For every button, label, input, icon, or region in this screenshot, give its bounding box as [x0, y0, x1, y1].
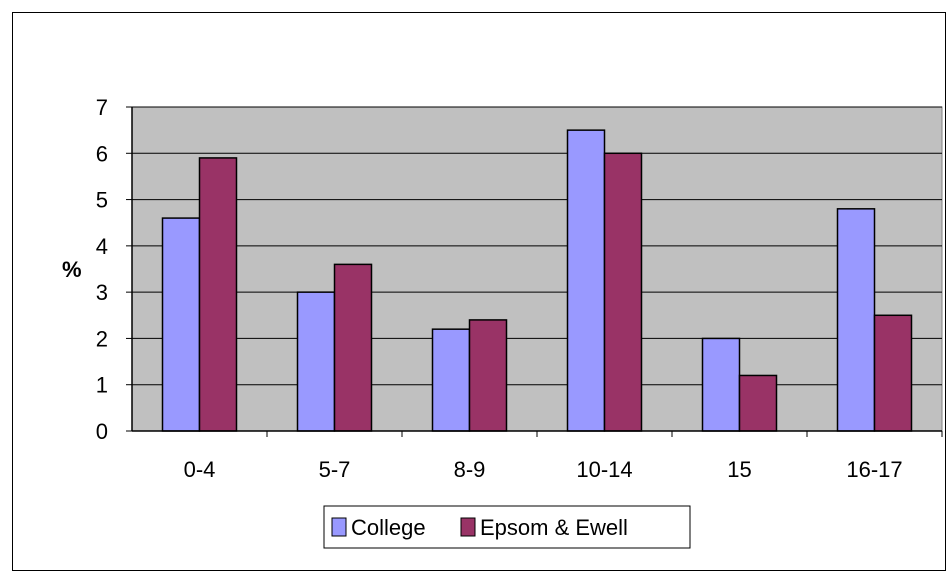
- plot-area: [131, 106, 943, 432]
- bar-college-16-17: [836, 208, 876, 432]
- y-tick-label: 7: [96, 95, 108, 120]
- legend-swatch-college: [331, 517, 347, 537]
- y-tick-labels: 0 1 2 3 4 5 6 7: [96, 95, 108, 444]
- gridlines: [132, 106, 942, 386]
- y-tick-label: 0: [96, 419, 108, 444]
- bar-college-10-14: [566, 129, 606, 432]
- bar-epsom-ewell-5-7: [333, 263, 373, 432]
- legend-swatch-epsom-ewell: [460, 517, 476, 537]
- y-tick-label: 4: [96, 234, 108, 259]
- y-tick-label: 6: [96, 141, 108, 166]
- legend-label-epsom-ewell: Epsom & Ewell: [480, 515, 628, 540]
- bar-college-8-9: [431, 328, 471, 432]
- bar-epsom-ewell-16-17: [873, 314, 913, 432]
- bar-college-5-7: [296, 291, 336, 432]
- bar-epsom-ewell-8-9: [468, 319, 508, 432]
- legend-label-college: College: [351, 515, 426, 540]
- x-tick-label: 8-9: [454, 457, 486, 482]
- y-tick-label: 2: [96, 326, 108, 351]
- x-tick-label: 5-7: [319, 457, 351, 482]
- x-tick-labels: 0-4 5-7 8-9 10-14 15 16-17: [184, 457, 903, 482]
- bar-epsom-ewell-15: [738, 374, 778, 432]
- y-axis-label: %: [62, 257, 82, 282]
- legend: College Epsom & Ewell: [323, 505, 691, 549]
- y-tick-label: 1: [96, 373, 108, 398]
- x-tick-label: 0-4: [184, 457, 216, 482]
- x-tick-label: 15: [727, 457, 751, 482]
- bar-college-0-4: [161, 217, 201, 432]
- x-tick-label: 16-17: [846, 457, 902, 482]
- legend-box: [323, 505, 691, 549]
- y-tick-label: 5: [96, 188, 108, 213]
- bar-college-15: [701, 337, 741, 432]
- axes: [126, 106, 943, 437]
- bar-epsom-ewell-10-14: [603, 152, 643, 432]
- bars: [161, 129, 913, 432]
- y-tick-label: 3: [96, 280, 108, 305]
- x-tick-label: 10-14: [576, 457, 632, 482]
- bar-epsom-ewell-0-4: [198, 157, 238, 432]
